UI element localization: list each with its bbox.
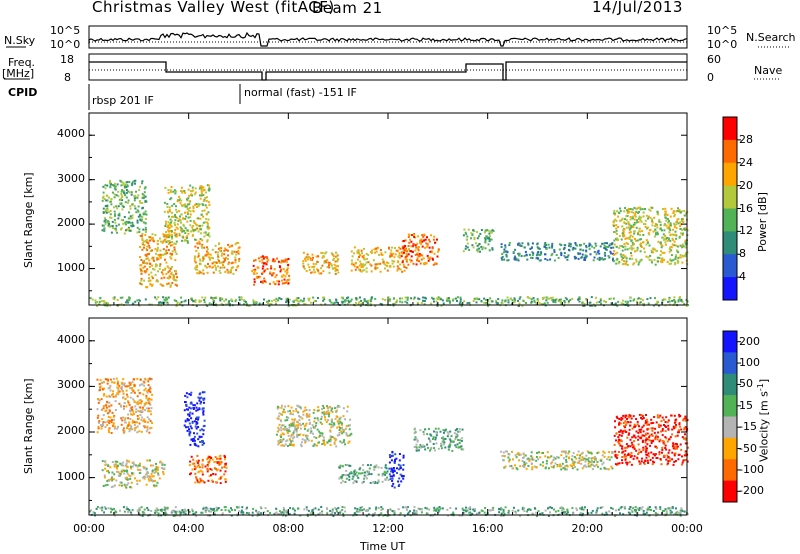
power-colorbar-label-0: 4 bbox=[739, 270, 746, 284]
velocity-colorbar-label-7: -200 bbox=[739, 484, 764, 498]
freq-panel-frame bbox=[88, 53, 688, 81]
freq-trace bbox=[89, 61, 687, 81]
power-colorbar-label-3: 16 bbox=[739, 201, 753, 215]
power-region-7 bbox=[400, 233, 440, 266]
xtick-label-3: 12:00 bbox=[372, 522, 404, 535]
velocity-region-6 bbox=[388, 450, 405, 489]
xtick-label-4: 16:00 bbox=[471, 522, 504, 535]
velocity-colorbar-label-6: -100 bbox=[739, 462, 764, 476]
power-colorbar-label-2: 12 bbox=[739, 224, 753, 238]
power-colorbar-label-4: 20 bbox=[739, 178, 753, 192]
velocity-ytick-label-1: 2000 bbox=[57, 424, 85, 437]
velocity-region-8 bbox=[500, 450, 614, 471]
nsearch-tick-top: 10^5 bbox=[707, 24, 738, 37]
velocity-colorbar-label-1: 100 bbox=[739, 356, 760, 370]
power-region-6 bbox=[350, 246, 410, 273]
velocity-region-4 bbox=[275, 404, 353, 448]
power-colorbar-swatch-5 bbox=[723, 231, 737, 255]
xtick-label-2: 08:00 bbox=[272, 522, 305, 535]
xtick-label-5: 20:00 bbox=[571, 522, 604, 535]
velocity-ytick-label-2: 3000 bbox=[57, 378, 85, 392]
nsky-tick-bottom: 10^0 bbox=[50, 38, 81, 51]
date-label: 14/Jul/2013 bbox=[592, 0, 683, 16]
nave-label: Nave bbox=[754, 64, 783, 77]
nsky-trace bbox=[88, 31, 688, 47]
cpid-label: CPID bbox=[8, 86, 38, 99]
power-ytick-label-0: 1000 bbox=[57, 260, 85, 274]
power-region-5 bbox=[302, 251, 340, 275]
velocity-ytick-label-0: 1000 bbox=[57, 469, 85, 483]
power-region-2 bbox=[163, 184, 211, 244]
power-region-8 bbox=[462, 228, 495, 253]
velocity-colorbar-swatch-5 bbox=[723, 437, 737, 460]
velocity-colorbar-swatch-4 bbox=[723, 416, 737, 439]
power-region-0 bbox=[101, 179, 148, 235]
velocity-region-3 bbox=[188, 454, 228, 485]
velocity-ytick-label-3: 4000 bbox=[57, 332, 85, 346]
power-colorbar-swatch-6 bbox=[723, 254, 737, 278]
velocity-colorbar-label-0: 200 bbox=[739, 334, 760, 348]
freq-unit: [MHz] bbox=[2, 67, 35, 80]
velocity-region-7 bbox=[413, 427, 465, 452]
power-region-9 bbox=[500, 241, 615, 262]
velocity-colorbar-swatch-6 bbox=[723, 459, 737, 482]
power-region-1 bbox=[138, 233, 178, 289]
velocity-colorbar-label-3: 15 bbox=[739, 398, 753, 412]
velocity-colorbar-swatch-0 bbox=[723, 331, 737, 353]
nsearch-label: N.Search bbox=[746, 31, 796, 44]
power-region-11 bbox=[89, 296, 689, 307]
cpid-segment-2: normal (fast) -151 IF bbox=[244, 86, 357, 99]
velocity-colorbar-swatch-2 bbox=[723, 373, 737, 396]
xtick-label-0: 00:00 bbox=[73, 522, 105, 535]
x-axis-title: Time UT bbox=[360, 540, 406, 553]
power-colorbar-label-5: 24 bbox=[739, 155, 753, 169]
power-region-3 bbox=[193, 241, 241, 275]
power-colorbar-label-6: 28 bbox=[739, 132, 753, 146]
velocity-colorbar-frame bbox=[722, 330, 738, 503]
velocity-region-5 bbox=[338, 464, 390, 484]
freq-tick-top: 18 bbox=[60, 53, 74, 66]
power-colorbar-swatch-7 bbox=[723, 277, 737, 301]
xtick-label-1: 04:00 bbox=[172, 522, 205, 535]
power-ytick-label-1: 2000 bbox=[57, 216, 85, 230]
power-colorbar-swatch-2 bbox=[723, 162, 737, 187]
velocity-region-2 bbox=[183, 391, 206, 448]
nave-tick-top: 60 bbox=[707, 53, 721, 66]
nsky-tick-top: 10^5 bbox=[50, 24, 81, 37]
nsky-panel-frame bbox=[88, 25, 688, 49]
power-region-10 bbox=[612, 206, 689, 266]
velocity-panel-frame bbox=[88, 317, 688, 516]
velocity-colorbar-label-5: -50 bbox=[739, 441, 757, 455]
velocity-colorbar-label-2: 50 bbox=[739, 377, 753, 391]
velocity-region-0 bbox=[96, 377, 154, 434]
power-colorbar-swatch-3 bbox=[723, 185, 737, 209]
velocity-colorbar-swatch-1 bbox=[723, 352, 737, 375]
station-title: Christmas Valley West (fitACF) bbox=[92, 0, 335, 16]
velocity-colorbar-swatch-7 bbox=[723, 480, 737, 503]
power-ytick-label-3: 4000 bbox=[57, 127, 85, 141]
xtick-label-6: 00:00 bbox=[671, 522, 703, 535]
power-colorbar-label-1: 8 bbox=[739, 247, 746, 261]
freq-tick-bottom: 8 bbox=[64, 71, 71, 84]
nsky-label: N.Sky bbox=[4, 34, 36, 47]
nsearch-tick-bottom: 10^0 bbox=[707, 38, 738, 51]
cpid-segment-1: rbsp 201 IF bbox=[92, 94, 154, 107]
nave-tick-bottom: 0 bbox=[707, 71, 714, 84]
power-ytick-label-2: 3000 bbox=[57, 171, 85, 185]
velocity-colorbar-label-4: -15 bbox=[739, 420, 757, 434]
velocity-colorbar-swatch-3 bbox=[723, 395, 737, 417]
power-colorbar-swatch-0 bbox=[723, 117, 737, 141]
power-colorbar-swatch-4 bbox=[723, 208, 737, 232]
power-panel-frame bbox=[88, 112, 688, 306]
velocity-region-9 bbox=[613, 413, 689, 466]
freq-label: Freq. bbox=[8, 56, 36, 69]
beam-label: Beam 21 bbox=[312, 0, 383, 17]
power-region-4 bbox=[251, 255, 291, 286]
velocity-region-10 bbox=[89, 506, 689, 517]
power-colorbar-swatch-1 bbox=[723, 139, 737, 164]
velocity-region-1 bbox=[101, 459, 166, 489]
